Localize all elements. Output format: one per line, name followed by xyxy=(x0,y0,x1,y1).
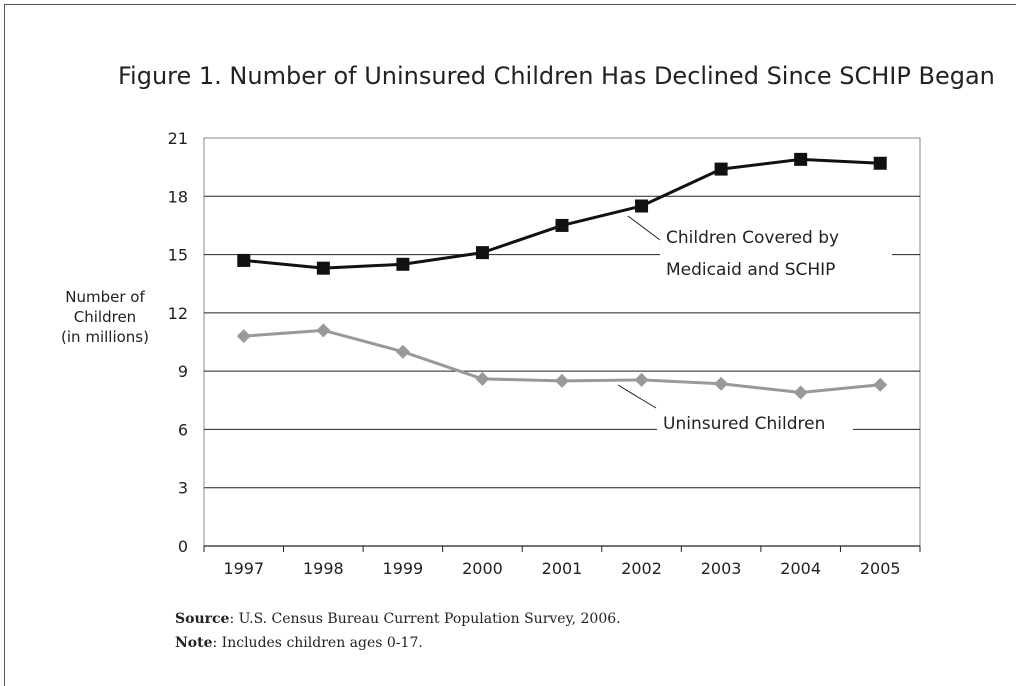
y-tick-label: 6 xyxy=(178,420,188,439)
source-note: Source: U.S. Census Bureau Current Popul… xyxy=(175,611,621,627)
x-tick-label: 2004 xyxy=(780,559,821,578)
y-axis-label-line: Children xyxy=(73,308,137,326)
data-point xyxy=(634,372,649,387)
data-point xyxy=(714,162,728,176)
leader-line xyxy=(627,215,661,241)
data-point xyxy=(395,344,410,359)
x-tick-label: 2001 xyxy=(542,559,583,578)
y-tick-label: 21 xyxy=(168,129,188,148)
x-tick-label: 2002 xyxy=(621,559,662,578)
data-point xyxy=(555,218,569,232)
plot-area xyxy=(203,137,921,547)
y-tick-label: 18 xyxy=(168,187,188,206)
x-tick-label: 1997 xyxy=(223,559,264,578)
x-tick-label: 1998 xyxy=(303,559,344,578)
data-point xyxy=(236,329,251,344)
series-label: Uninsured Children xyxy=(663,414,825,434)
leader-line xyxy=(617,384,657,409)
data-point xyxy=(555,373,569,388)
y-axis-label: Number of Children (in millions) xyxy=(40,287,170,347)
series-label-background xyxy=(660,223,892,297)
source-text: : U.S. Census Bureau Current Population … xyxy=(229,611,621,627)
data-point xyxy=(873,156,887,170)
x-tick-label: 2003 xyxy=(701,559,742,578)
data-point xyxy=(793,385,808,400)
figure-frame xyxy=(4,4,1016,686)
note-line: Note: Includes children ages 0-17. xyxy=(175,635,621,651)
x-tick-label: 2000 xyxy=(462,559,503,578)
data-point xyxy=(316,323,331,338)
note-label: Note xyxy=(175,635,213,651)
series-label: Children Covered by xyxy=(666,228,839,248)
series-label-background xyxy=(657,409,853,451)
data-point xyxy=(237,253,251,267)
data-point xyxy=(873,377,888,392)
data-point xyxy=(475,371,490,386)
data-point xyxy=(396,257,410,271)
source-label: Source xyxy=(175,611,230,627)
y-tick-label: 12 xyxy=(168,304,188,323)
data-point xyxy=(635,199,649,213)
series-label: Medicaid and SCHIP xyxy=(666,260,835,280)
y-tick-label: 3 xyxy=(178,479,188,498)
data-point xyxy=(714,376,729,391)
data-point xyxy=(316,261,330,275)
data-point xyxy=(794,152,808,166)
note-text: : Includes children ages 0-17. xyxy=(212,635,423,651)
chart-title: Figure 1. Number of Uninsured Children H… xyxy=(118,62,995,90)
y-tick-label: 15 xyxy=(168,246,188,265)
data-point xyxy=(475,246,489,260)
chart-notes: Source: U.S. Census Bureau Current Popul… xyxy=(175,611,621,659)
y-axis-label-line: (in millions) xyxy=(61,328,149,346)
y-axis-label-line: Number of xyxy=(65,288,145,306)
x-tick-label: 2005 xyxy=(860,559,901,578)
y-tick-label: 9 xyxy=(178,362,188,381)
y-tick-label: 0 xyxy=(178,537,188,556)
x-tick-label: 1999 xyxy=(383,559,424,578)
